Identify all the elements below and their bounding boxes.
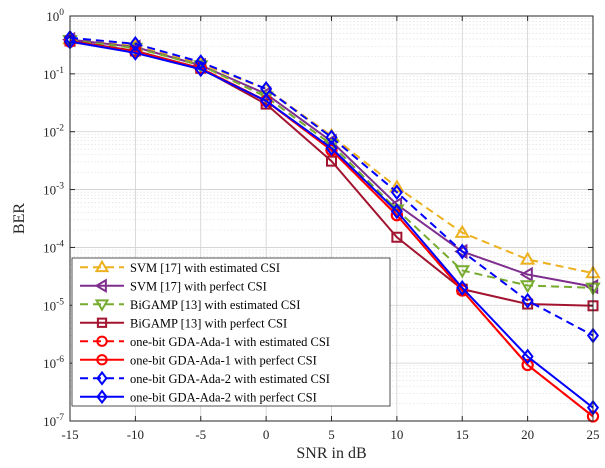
data-point (456, 243, 469, 260)
y-axis-title: BER (11, 203, 28, 234)
data-point (456, 279, 469, 296)
data-point (129, 35, 142, 52)
legend-label: one-bit GDA-Ada-1 with estimated CSI (130, 335, 330, 349)
y-tick-labels: 10-7 10-6 10-5 10-4 10-3 10-2 10-1 100 (43, 8, 64, 429)
legend-box (71, 257, 391, 407)
legend-marker (96, 370, 108, 386)
series-line (69, 40, 594, 418)
x-axis-title: SNR in dB (296, 445, 366, 462)
legend-label: SVM [17] with estimated CSI (130, 261, 280, 275)
y-tick-label: 10-6 (43, 355, 64, 371)
legend-label: BiGAMP [13] with estimated CSI (130, 298, 300, 312)
legend-entry: one-bit GDA-Ada-1 with estimated CSI (80, 335, 330, 349)
legend-entry: one-bit GDA-Ada-2 with estimated CSI (80, 370, 330, 386)
data-point (519, 266, 533, 283)
legend-marker (96, 354, 108, 366)
legend-entry: BiGAMP [13] with estimated CSI (80, 298, 300, 312)
axis-ticks (69, 15, 594, 422)
x-tick-label: 5 (328, 427, 335, 442)
data-point (325, 129, 338, 146)
legend-label: BiGAMP [13] with perfect CSI (130, 316, 287, 330)
legend-entry: SVM [17] with estimated CSI (80, 259, 280, 275)
legend-marker (94, 299, 110, 312)
legend-marker (96, 335, 108, 347)
legend-label: one-bit GDA-Ada-1 with perfect CSI (130, 353, 317, 367)
x-tick-label: 0 (263, 427, 270, 442)
y-tick-label: 100 (46, 8, 64, 24)
data-point (521, 358, 534, 372)
x-tick-label: 15 (456, 427, 469, 442)
data-point (521, 292, 534, 309)
series-line (69, 40, 594, 409)
x-tick-labels: -15 -10 -5 0 5 10 15 20 25 (61, 427, 599, 442)
data-point (326, 155, 337, 167)
y-tick-label: 10-1 (43, 66, 64, 82)
legend-marker (96, 389, 108, 405)
legend-entry: one-bit GDA-Ada-1 with perfect CSI (80, 353, 317, 367)
legend-entry: BiGAMP [13] with perfect CSI (80, 316, 287, 330)
x-tick-label: 25 (587, 427, 600, 442)
data-point (519, 251, 536, 265)
data-point (521, 348, 534, 365)
data-point (454, 224, 470, 238)
legend-label: one-bit GDA-Ada-2 with perfect CSI (130, 390, 317, 404)
legend-label: SVM [17] with perfect CSI (130, 279, 267, 293)
legend-marker (96, 317, 108, 328)
y-tick-label: 10-5 (43, 297, 64, 313)
data-point (260, 93, 273, 109)
y-tick-label: 10-4 (43, 239, 64, 255)
series-7 (63, 29, 600, 344)
legend-entry: one-bit GDA-Ada-2 with perfect CSI (80, 389, 317, 405)
x-tick-label: 20 (521, 427, 534, 442)
y-tick-label: 10-2 (43, 124, 64, 140)
x-tick-label: -5 (195, 427, 206, 442)
data-point (390, 203, 403, 220)
legend-marker (94, 259, 110, 273)
x-tick-label: 10 (390, 427, 403, 442)
series-layer (62, 29, 601, 423)
y-tick-label: 10-3 (43, 182, 64, 198)
data-point (519, 280, 536, 294)
legend: SVM [17] with estimated CSI SVM [17] with… (71, 257, 391, 407)
data-point (129, 44, 142, 61)
series-8 (63, 33, 600, 416)
data-point (391, 231, 403, 243)
data-point (454, 265, 470, 279)
legend-label: one-bit GDA-Ada-2 with estimated CSI (130, 372, 330, 386)
x-tick-label: -10 (127, 427, 144, 442)
series-line (69, 36, 594, 337)
data-point (194, 61, 207, 78)
x-tick-label: -15 (61, 427, 78, 442)
data-point (390, 184, 403, 201)
y-tick-label: 10-7 (43, 413, 64, 429)
data-point (325, 140, 338, 157)
legend-entry: SVM [17] with perfect CSI (80, 278, 267, 293)
legend-marker (94, 278, 107, 293)
